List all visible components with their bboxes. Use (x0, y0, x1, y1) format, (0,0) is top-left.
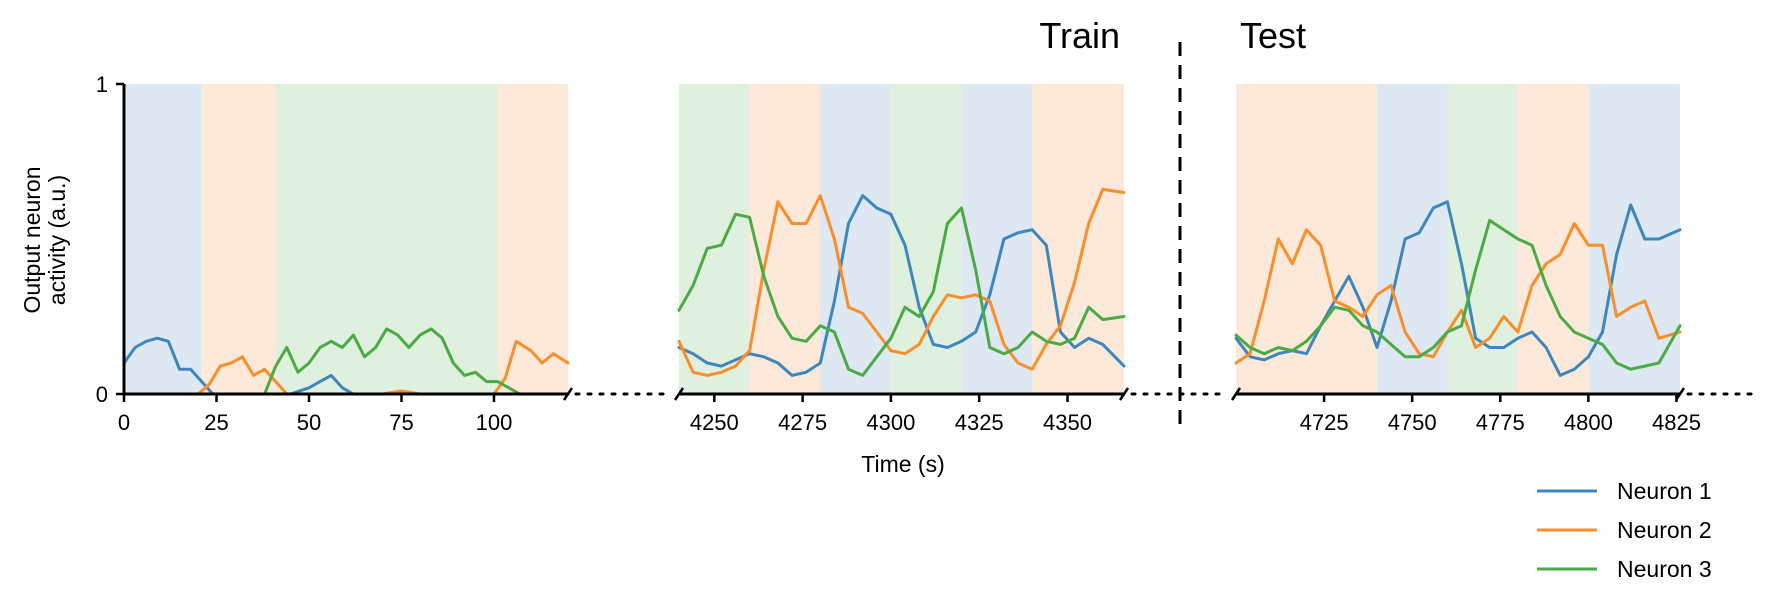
panel-1-band-4 (497, 84, 568, 394)
panel-2-band-3 (820, 84, 891, 394)
panel-3-x-tick-label-4775: 4775 (1476, 410, 1525, 435)
panel-3-band-1 (1236, 84, 1377, 394)
panel-3-band-4 (1517, 84, 1589, 394)
y-axis-label-line-1: Output neuron (19, 166, 45, 313)
panel-2-band-5 (961, 84, 1033, 394)
panel-3-axis-break-left (1230, 387, 1242, 401)
y-tick-label-0: 0 (96, 382, 108, 407)
panel-2-x-tick-label-4250: 4250 (690, 410, 739, 435)
panel-2-axis-break-right (1118, 387, 1130, 401)
panel-2-x-tick-label-4325: 4325 (955, 410, 1004, 435)
panel-1-x-tick-label-50: 50 (297, 410, 321, 435)
panel-2-x-tick-label-4275: 4275 (778, 410, 827, 435)
panel-2-band-1 (679, 84, 750, 394)
panel-1-band-3 (275, 84, 498, 394)
panel-3-band-2 (1376, 84, 1448, 394)
panel-2-line-neuron-2 (677, 187, 1126, 377)
panel-3-line-neuron-1 (1234, 200, 1682, 377)
legend-entry-neuron-3: Neuron 3 (1537, 556, 1712, 582)
panel-1-x-tick-label-0: 0 (118, 410, 130, 435)
y-axis-label-line-2: activity (a.u.) (44, 175, 70, 305)
test-section-label: Test (1240, 15, 1306, 56)
panel-3-x-tick-label-4825: 4825 (1652, 410, 1701, 435)
y-tick-label-1: 1 (96, 72, 108, 97)
panel-1-x-tick-label-100: 100 (476, 410, 513, 435)
panel-2-x-tick-label-4300: 4300 (866, 410, 915, 435)
panel-2-line-neuron-1 (677, 194, 1126, 377)
panel-2-x-tick-label-4350: 4350 (1043, 410, 1092, 435)
legend-entry-neuron-2: Neuron 2 (1537, 517, 1712, 543)
panel-3-x-tick-label-4750: 4750 (1388, 410, 1437, 435)
panel-2-band-2 (749, 84, 821, 394)
panel-3-band-3 (1447, 84, 1518, 394)
legend-label-neuron-3: Neuron 3 (1617, 556, 1712, 582)
panel-1-band-2 (201, 84, 276, 394)
panel-2-axis-break-left (673, 387, 685, 401)
panel-1-band-1 (124, 84, 202, 394)
panel-1-line-neuron-3 (122, 327, 570, 396)
legend-label-neuron-2: Neuron 2 (1617, 517, 1712, 543)
legend-label-neuron-1: Neuron 1 (1617, 478, 1712, 504)
train-section-label: Train (1039, 15, 1120, 56)
x-axis-label: Time (s) (861, 451, 944, 477)
panel-1-x-tick-label-75: 75 (389, 410, 413, 435)
panel-3-line-neuron-2 (1234, 222, 1682, 365)
panel-3-x-tick-label-4800: 4800 (1564, 410, 1613, 435)
panel-3-x-tick-label-4725: 4725 (1300, 410, 1349, 435)
panel-3-axis-break-right (1674, 387, 1686, 401)
panel-1-axis-break-right (562, 387, 574, 401)
panel-1-x-tick-label-25: 25 (204, 410, 228, 435)
panel-2-line-neuron-3 (677, 206, 1126, 377)
panel-3-line-neuron-3 (1234, 218, 1682, 371)
axes-layer: 0 25 50 75 100 4250 4275 4300 4325 4350 4725 4750 47… (96, 72, 1756, 435)
legend: Neuron 1 Neuron 2 Neuron 3 (1537, 478, 1712, 582)
legend-entry-neuron-1: Neuron 1 (1537, 478, 1712, 504)
panel-3-band-5 (1588, 84, 1680, 394)
